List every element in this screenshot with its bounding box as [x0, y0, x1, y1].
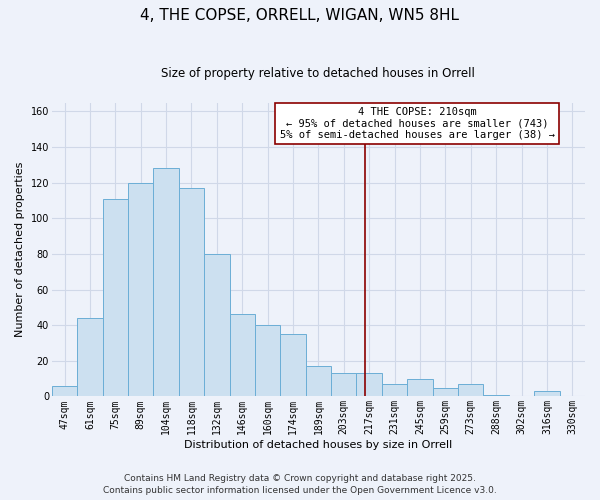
Bar: [534, 391, 560, 396]
Bar: [128, 182, 154, 396]
Bar: [331, 374, 356, 396]
Bar: [204, 254, 230, 396]
X-axis label: Distribution of detached houses by size in Orrell: Distribution of detached houses by size …: [184, 440, 452, 450]
Bar: [356, 374, 382, 396]
Bar: [407, 378, 433, 396]
Text: Contains HM Land Registry data © Crown copyright and database right 2025.
Contai: Contains HM Land Registry data © Crown c…: [103, 474, 497, 495]
Bar: [484, 394, 509, 396]
Bar: [382, 384, 407, 396]
Text: 4 THE COPSE: 210sqm
← 95% of detached houses are smaller (743)
5% of semi-detach: 4 THE COPSE: 210sqm ← 95% of detached ho…: [280, 107, 554, 140]
Bar: [458, 384, 484, 396]
Bar: [306, 366, 331, 396]
Text: 4, THE COPSE, ORRELL, WIGAN, WN5 8HL: 4, THE COPSE, ORRELL, WIGAN, WN5 8HL: [140, 8, 460, 22]
Title: Size of property relative to detached houses in Orrell: Size of property relative to detached ho…: [161, 68, 475, 80]
Bar: [433, 388, 458, 396]
Y-axis label: Number of detached properties: Number of detached properties: [15, 162, 25, 337]
Bar: [154, 168, 179, 396]
Bar: [280, 334, 306, 396]
Bar: [77, 318, 103, 396]
Bar: [52, 386, 77, 396]
Bar: [255, 325, 280, 396]
Bar: [103, 198, 128, 396]
Bar: [230, 314, 255, 396]
Bar: [179, 188, 204, 396]
